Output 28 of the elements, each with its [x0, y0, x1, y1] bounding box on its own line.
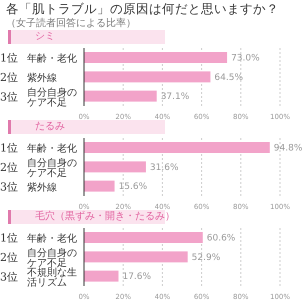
y-tick-label: 1位 年齢・老化 — [0, 52, 77, 65]
data-label: 15.6% — [118, 182, 148, 192]
bar — [84, 52, 228, 63]
text: 各「肌トラブル」の原因は何だと思いますか？ — [6, 0, 280, 18]
y-tick-label: 1位 年齢・老化 — [0, 142, 77, 155]
chart-title: たるみ — [8, 120, 165, 134]
data-label: 37.1% — [160, 92, 190, 102]
bar — [84, 142, 270, 153]
bar — [84, 90, 157, 102]
data-label: 31.6% — [150, 162, 179, 173]
text: （女子読者回答による比率） — [6, 18, 137, 29]
data-label: 17.6% — [122, 272, 152, 282]
y-tick-label: 2位 紫外線 — [0, 71, 57, 84]
data-label: 52.9% — [192, 252, 221, 263]
bar — [84, 180, 115, 192]
chart-title: シミ — [8, 30, 165, 44]
data-label: 94.8% — [274, 144, 303, 154]
bar — [84, 270, 118, 282]
bar — [84, 232, 203, 243]
data-label: 64.5% — [214, 72, 244, 83]
y-tick-label: 3位 紫外線 — [0, 180, 57, 194]
data-label: 60.6% — [206, 234, 236, 244]
bar — [84, 71, 210, 82]
bar — [84, 251, 188, 262]
bar — [84, 161, 146, 172]
data-label: 73.0% — [231, 54, 260, 64]
y-tick-label: 1位 年齢・老化 — [0, 232, 77, 245]
chart-title: 毛穴（黒ずみ・開き・たるみ） — [34, 210, 175, 224]
